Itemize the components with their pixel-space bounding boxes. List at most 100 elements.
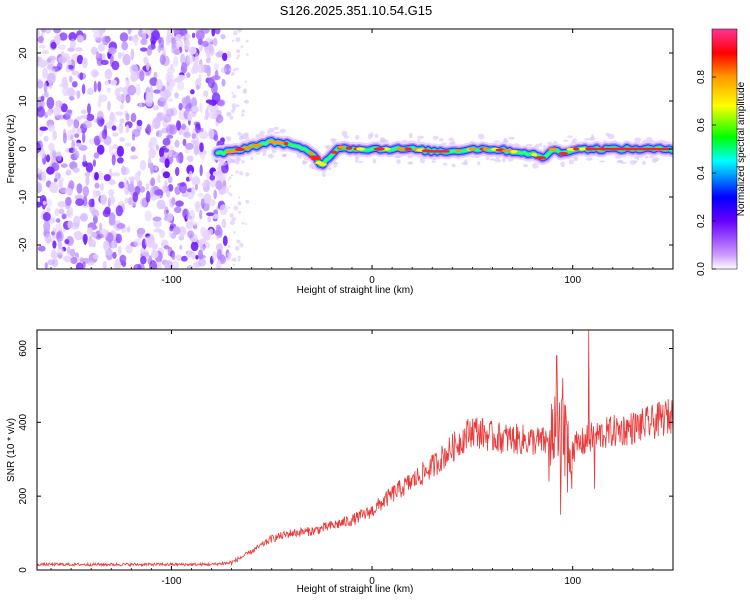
noise-blob [60, 163, 68, 168]
noise-blob [181, 123, 186, 130]
noise-blob [167, 85, 173, 93]
noise-blob [164, 158, 170, 169]
noise-blob [125, 244, 133, 254]
noise-blob [195, 184, 198, 191]
noise-speckle [236, 49, 240, 54]
noise-blob [50, 41, 57, 50]
noise-blob [55, 223, 59, 231]
noise-speckle [228, 255, 232, 260]
ridge-hotspot [356, 147, 366, 151]
noise-blob [99, 30, 103, 42]
ridge-halo [573, 157, 579, 162]
ridge-halo [273, 131, 281, 134]
noise-blob [162, 184, 167, 193]
noise-blob [52, 227, 57, 240]
noise-blob [110, 239, 117, 249]
noise-speckle [241, 160, 245, 164]
noise-blob [176, 254, 182, 261]
noise-blob [66, 118, 74, 125]
noise-blob [167, 175, 173, 184]
noise-blob [153, 89, 162, 94]
noise-blob [87, 103, 91, 115]
noise-blob [71, 81, 78, 88]
noise-blob [48, 83, 53, 90]
noise-speckle [233, 30, 238, 36]
noise-blob [79, 212, 89, 222]
noise-speckle [231, 103, 237, 109]
ridge-hotspot [228, 149, 237, 153]
colorbar-gradient [711, 28, 738, 270]
noise-blob [183, 131, 191, 138]
ridge-halo [442, 162, 448, 166]
noise-blob [112, 251, 117, 259]
noise-blob [81, 84, 86, 95]
noise-blob [45, 154, 51, 163]
noise-blob [46, 110, 52, 117]
noise-blob [86, 227, 93, 234]
noise-blob [85, 162, 94, 173]
noise-blob [76, 54, 84, 65]
colorbar-label: Normalized spectral amplitude [736, 81, 747, 216]
snr-series-line [37, 330, 673, 568]
noise-blob [145, 91, 154, 104]
spectrogram-x-label: Height of straight line (km) [297, 285, 414, 296]
ridge-halo [507, 136, 515, 140]
noise-blob [151, 30, 161, 41]
noise-blob [220, 34, 226, 40]
noise-blob [38, 59, 47, 68]
noise-blob [171, 38, 177, 50]
noise-blob [151, 250, 159, 259]
noise-blob [76, 143, 83, 148]
noise-blob [154, 189, 164, 196]
noise-blob [64, 187, 73, 196]
noise-blob [101, 129, 108, 140]
noise-blob [102, 260, 107, 269]
noise-blob [56, 100, 60, 113]
noise-blob [194, 204, 201, 213]
noise-blob [58, 208, 65, 215]
ridge-halo [464, 159, 468, 166]
ridge-hotspot [579, 147, 586, 151]
noise-blob [108, 145, 114, 156]
noise-blob [47, 259, 55, 266]
noise-speckle [227, 244, 231, 248]
noise-blob [213, 134, 219, 142]
noise-blob [97, 81, 102, 92]
colorbar-tick-label: 0.8 [696, 70, 707, 84]
noise-blob [135, 83, 141, 96]
ridge-halo [432, 135, 439, 140]
noise-blob [70, 256, 78, 264]
ridge-halo [396, 159, 401, 165]
noise-blob [117, 157, 124, 164]
noise-blob [53, 29, 62, 34]
noise-speckle [237, 131, 242, 136]
ridge-halo [355, 134, 360, 140]
noise-blob [39, 126, 48, 131]
noise-blob [46, 72, 56, 84]
noise-blob [139, 160, 146, 171]
noise-blob [92, 254, 99, 260]
ridge-halo [532, 162, 539, 169]
noise-speckle [235, 67, 239, 71]
noise-speckle [226, 136, 230, 140]
noise-blob [46, 207, 51, 213]
noise-blob [82, 154, 87, 163]
noise-blob [99, 118, 105, 125]
noise-speckle [237, 201, 242, 206]
noise-blob [104, 206, 111, 215]
noise-speckle [236, 104, 240, 108]
noise-blob [52, 130, 57, 141]
noise-blob [72, 126, 76, 134]
noise-speckle [227, 179, 230, 181]
noise-blob [197, 192, 204, 198]
noise-blob [173, 206, 182, 214]
noise-speckle [229, 193, 233, 197]
noise-blob [79, 72, 84, 81]
ridge-halo [605, 132, 611, 137]
noise-blob [163, 245, 170, 250]
noise-blob [212, 171, 220, 177]
colorbar-tick-label: 0.0 [696, 262, 707, 276]
noise-blob [157, 44, 162, 54]
noise-blob [195, 84, 200, 91]
noise-blob [127, 84, 137, 96]
